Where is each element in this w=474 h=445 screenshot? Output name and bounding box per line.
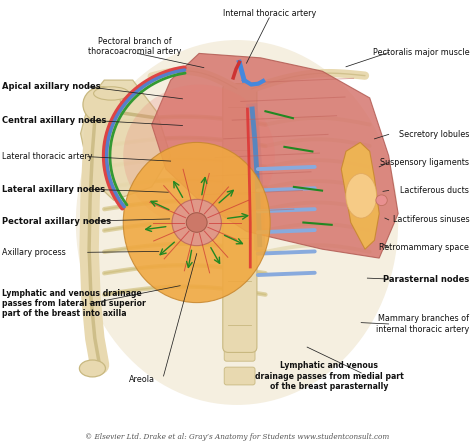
Text: Pectoralis major muscle: Pectoralis major muscle (373, 48, 469, 57)
Text: Apical axillary nodes: Apical axillary nodes (2, 82, 101, 91)
Ellipse shape (94, 87, 129, 100)
Text: Lymphatic and venous drainage
passes from lateral and superior
part of the breas: Lymphatic and venous drainage passes fro… (2, 289, 146, 318)
Text: Lateral thoracic artery: Lateral thoracic artery (2, 152, 93, 161)
Text: Retromammary space: Retromammary space (379, 243, 469, 252)
FancyBboxPatch shape (223, 84, 257, 352)
Circle shape (83, 87, 121, 122)
Text: Pectoral axillary nodes: Pectoral axillary nodes (2, 217, 111, 226)
Ellipse shape (123, 142, 270, 303)
Text: Lymphatic and venous
drainage passes from medial part
of the breast parasternall: Lymphatic and venous drainage passes fro… (255, 361, 404, 391)
FancyBboxPatch shape (224, 344, 255, 361)
Circle shape (186, 213, 207, 232)
Ellipse shape (80, 360, 105, 377)
Text: Areola: Areola (129, 375, 155, 384)
Circle shape (376, 195, 387, 206)
Polygon shape (152, 53, 398, 258)
Text: Mammary branches of
internal thoracic artery: Mammary branches of internal thoracic ar… (376, 314, 469, 334)
Text: Lactiferous ducts: Lactiferous ducts (401, 186, 469, 195)
FancyBboxPatch shape (224, 320, 255, 337)
Text: Lactiferous sinuses: Lactiferous sinuses (392, 215, 469, 224)
Text: Secretory lobules: Secretory lobules (399, 130, 469, 139)
Text: Suspensory ligaments: Suspensory ligaments (380, 158, 469, 167)
Text: Central axillary nodes: Central axillary nodes (2, 116, 107, 125)
Text: Internal thoracic artery: Internal thoracic artery (223, 9, 316, 18)
FancyBboxPatch shape (224, 367, 255, 385)
Polygon shape (341, 142, 379, 249)
FancyBboxPatch shape (224, 296, 255, 314)
Text: © Elsevier Ltd. Drake et al: Gray’s Anatomy for Students www.studentconsult.com: © Elsevier Ltd. Drake et al: Gray’s Anat… (85, 433, 389, 441)
Ellipse shape (346, 174, 376, 218)
Text: Axillary process: Axillary process (2, 248, 66, 257)
Polygon shape (81, 80, 171, 200)
Ellipse shape (76, 40, 398, 405)
Circle shape (172, 199, 221, 246)
Text: Parasternal nodes: Parasternal nodes (383, 275, 469, 283)
Text: Pectoral branch of
thoracoacromial artery: Pectoral branch of thoracoacromial arter… (89, 37, 182, 57)
Ellipse shape (123, 85, 275, 227)
Text: Lateral axillary nodes: Lateral axillary nodes (2, 185, 106, 194)
